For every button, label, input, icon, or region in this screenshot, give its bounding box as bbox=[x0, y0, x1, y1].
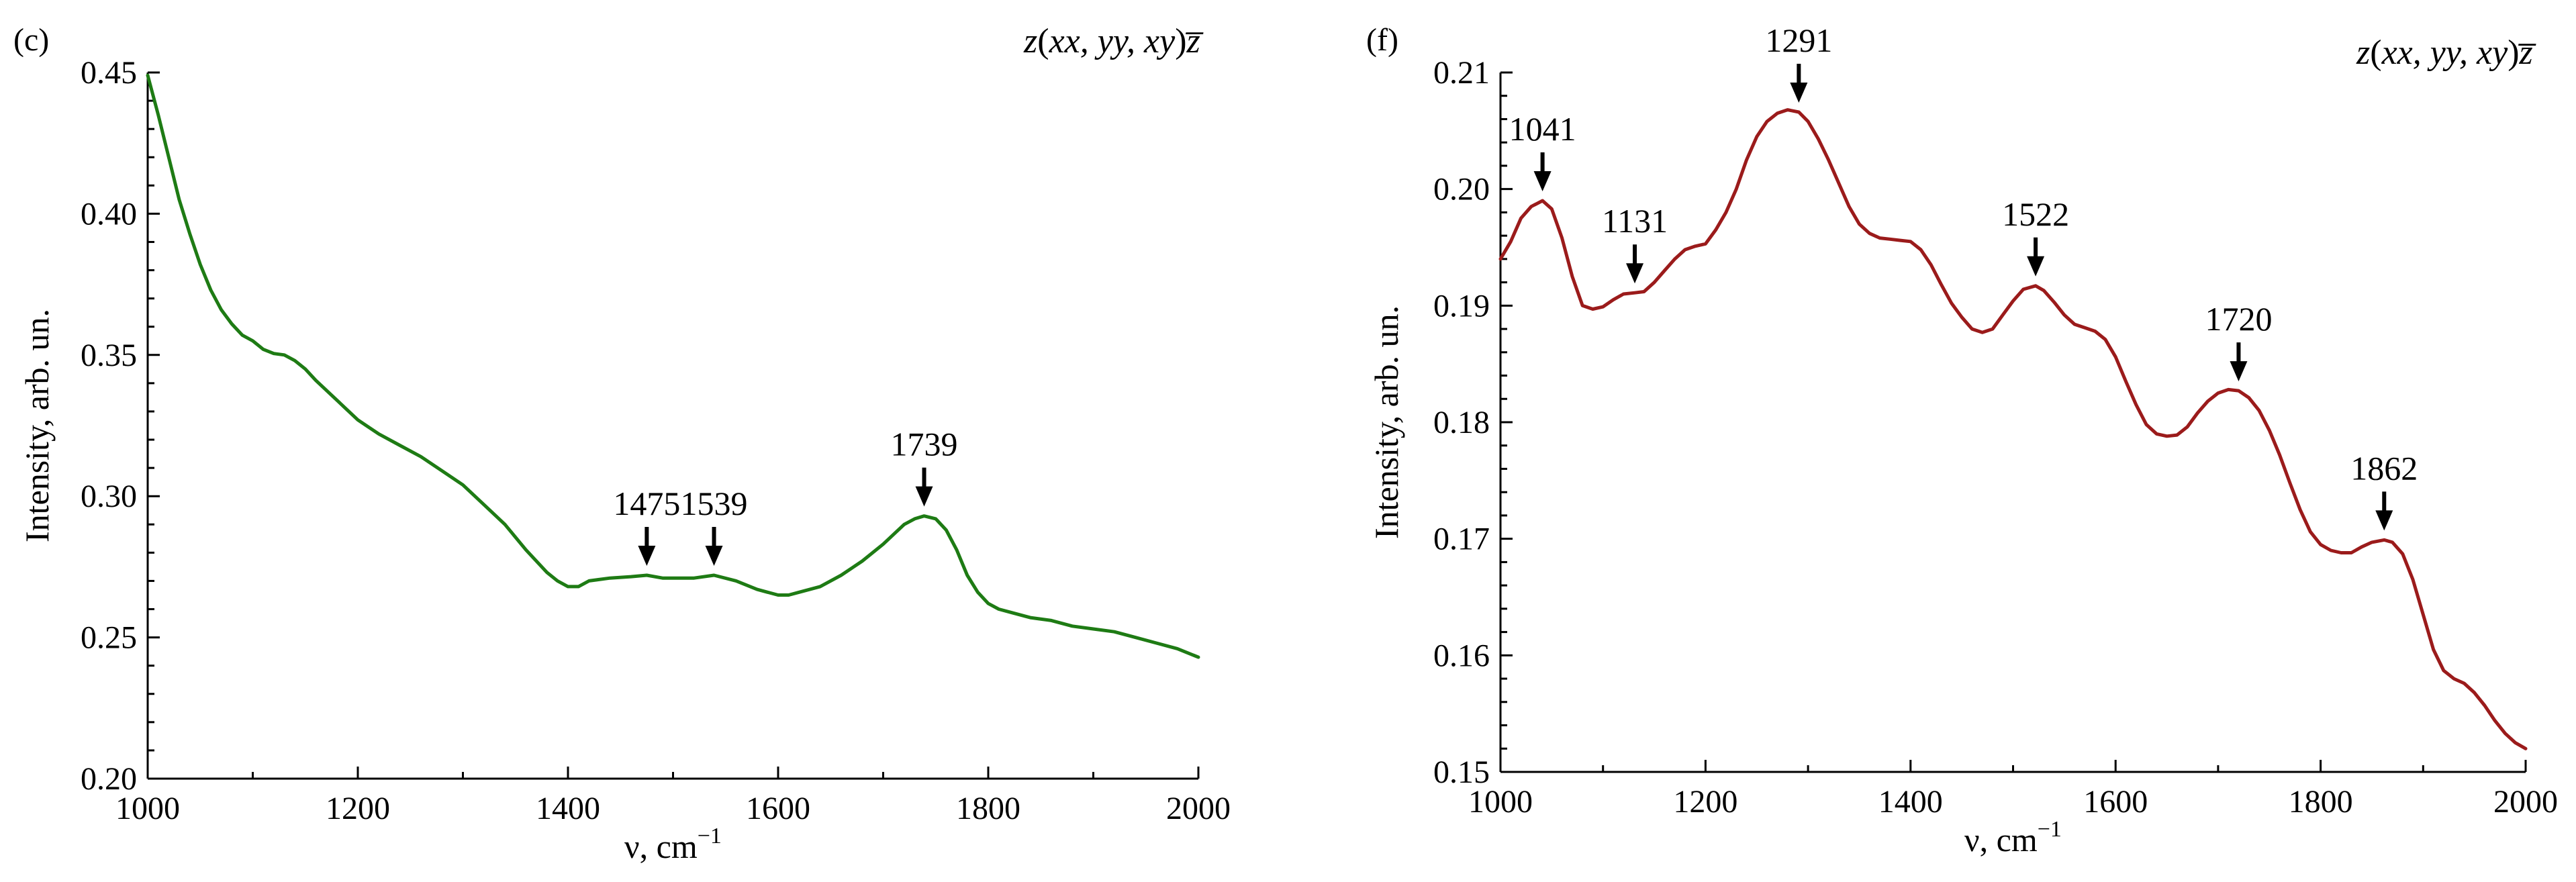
peak-label: 1131 bbox=[1602, 202, 1668, 240]
peak-label: 1041 bbox=[1509, 110, 1576, 148]
peak-arrow-head bbox=[2027, 256, 2045, 277]
x-tick-label: 1400 bbox=[536, 791, 600, 826]
y-tick-label: 0.15 bbox=[1433, 754, 1490, 790]
y-tick-label: 0.30 bbox=[81, 479, 137, 514]
x-axis-label: ν, cm−1 bbox=[624, 824, 722, 865]
x-axis-label-superscript: −1 bbox=[698, 824, 722, 848]
notation-close-paren: ) bbox=[1175, 22, 1186, 60]
peak-arrow-head bbox=[915, 486, 933, 507]
y-tick-label: 0.35 bbox=[81, 338, 137, 373]
scattering-notation: z(xx, yy, xy)z̅ bbox=[1023, 22, 1204, 60]
x-tick-label: 1800 bbox=[2289, 784, 2353, 820]
x-axis-label-text: ν, cm bbox=[624, 828, 698, 865]
x-tick-label: 2000 bbox=[2493, 784, 2558, 820]
notation-inner: xx, yy, xy bbox=[1049, 22, 1176, 60]
peak-arrow-head bbox=[2230, 361, 2248, 382]
y-tick-label: 0.20 bbox=[81, 761, 137, 797]
y-tick-label: 0.21 bbox=[1433, 55, 1490, 91]
scattering-notation: z(xx, yy, xy)z̅ bbox=[2356, 34, 2536, 72]
y-tick-label: 0.17 bbox=[1433, 522, 1490, 557]
x-tick-label: 1000 bbox=[115, 791, 180, 826]
notation-open-paren: ( bbox=[1037, 22, 1049, 60]
y-axis-label: Intensity, arb. un. bbox=[1368, 305, 1405, 539]
notation-open-paren: ( bbox=[2370, 34, 2381, 72]
x-tick-label: 1400 bbox=[1878, 784, 1943, 820]
panel-label: (c) bbox=[13, 22, 49, 58]
y-tick-label: 0.18 bbox=[1433, 405, 1490, 440]
x-axis-label-superscript: −1 bbox=[2038, 817, 2062, 842]
series-line bbox=[1498, 108, 2528, 750]
y-axis-label: Intensity, arb. un. bbox=[18, 309, 56, 542]
y-tick-label: 0.25 bbox=[81, 620, 137, 656]
x-tick-label: 1600 bbox=[746, 791, 810, 826]
x-axis-label-text: ν, cm bbox=[1964, 821, 2038, 859]
notation-close-paren: ) bbox=[2508, 34, 2519, 72]
peak-arrow-head bbox=[1533, 171, 1552, 192]
y-tick-label: 0.20 bbox=[1433, 172, 1490, 207]
y-tick-label: 0.40 bbox=[81, 196, 137, 232]
peak-label: 1862 bbox=[2350, 449, 2418, 487]
y-tick-label: 0.16 bbox=[1433, 638, 1490, 673]
x-tick-label: 2000 bbox=[1166, 791, 1231, 826]
peak-arrow-head bbox=[705, 546, 723, 567]
series-line bbox=[146, 73, 1200, 659]
notation-post: z̅ bbox=[1186, 22, 1204, 60]
chart-panel-c: 1000 1200 1400 1600 1800 2000 0.20 0.25 0.30 0.35… bbox=[13, 22, 1231, 865]
x-tick-label: 1600 bbox=[2083, 784, 2148, 820]
y-tick-label: 0.19 bbox=[1433, 288, 1490, 324]
x-tick-label: 1000 bbox=[1468, 784, 1533, 820]
x-tick-label: 1200 bbox=[326, 791, 390, 826]
panel-label: (f) bbox=[1366, 22, 1398, 58]
peak-label: 1739 bbox=[891, 426, 958, 463]
peak-label: 1539 bbox=[681, 485, 748, 522]
x-tick-label: 1800 bbox=[956, 791, 1020, 826]
y-tick-label: 0.45 bbox=[81, 55, 137, 91]
peak-label: 1720 bbox=[2205, 300, 2272, 338]
notation-pre: z bbox=[2356, 34, 2370, 72]
peak-label: 1522 bbox=[2002, 195, 2069, 233]
peak-label: 1475 bbox=[613, 485, 680, 522]
peak-arrow-head bbox=[638, 546, 656, 567]
x-tick-label: 1200 bbox=[1673, 784, 1737, 820]
peak-arrow-head bbox=[2375, 510, 2393, 531]
notation-pre: z bbox=[1023, 22, 1037, 60]
notation-post: z̅ bbox=[2518, 34, 2536, 72]
peak-arrow-head bbox=[1626, 263, 1644, 284]
peak-arrow-head bbox=[1790, 83, 1808, 103]
peak-label: 1291 bbox=[1765, 21, 1832, 59]
chart-panel-f: 1000 1200 1400 1600 1800 2000 0.15 0.16 0.17 0.18… bbox=[1366, 21, 2558, 859]
notation-inner: xx, yy, xy bbox=[2381, 34, 2509, 72]
x-axis-label: ν, cm−1 bbox=[1964, 817, 2062, 859]
